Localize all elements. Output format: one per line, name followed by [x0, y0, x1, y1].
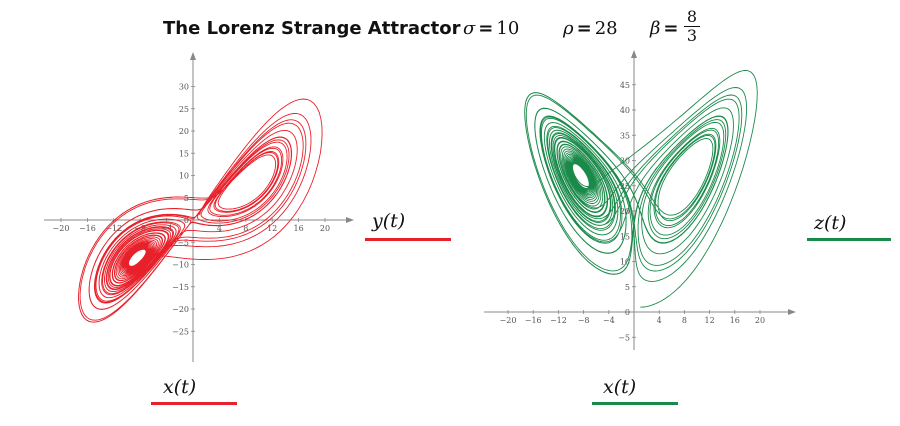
left-x-axis-title: x(t) — [163, 376, 197, 398]
title-bar: The Lorenz Strange Attractor σ = 10 ρ = 28 β… — [0, 8, 900, 54]
left-y-underline — [365, 238, 451, 241]
right-x-tick-label: 4 — [657, 316, 662, 325]
right-x-axis-arrow — [788, 309, 796, 315]
right-y-tick-label: 0 — [625, 308, 630, 317]
beta-denominator: 3 — [686, 26, 698, 45]
beta-fraction: 8 3 — [684, 8, 700, 45]
left-y-axis-title: y(t) — [372, 210, 406, 232]
right-x-tick-label: 16 — [730, 316, 740, 325]
left-x-tick-label: −20 — [53, 224, 70, 233]
beta-equals: = — [663, 18, 679, 39]
right-y-tick-label: 45 — [620, 81, 630, 90]
right-x-tick-label: −16 — [525, 316, 542, 325]
left-y-tick-label: 10 — [179, 172, 189, 181]
left-x-tick-label: −16 — [79, 224, 96, 233]
left-x-axis-arrow — [346, 217, 354, 223]
right-trace-line — [524, 70, 758, 308]
rho-value: 28 — [594, 18, 618, 39]
left-y-tick-label: −15 — [172, 283, 189, 292]
right-x-tick-label: −8 — [578, 316, 590, 325]
left-trace-line — [78, 98, 323, 323]
left-x-tick-label: 12 — [267, 224, 277, 233]
left-y-tick-label: 20 — [179, 127, 189, 136]
rho-param: ρ = 28 — [563, 18, 618, 39]
beta-param: β = — [650, 18, 682, 39]
right-y-tick-label: 25 — [620, 182, 630, 191]
left-x-tick-label: −4 — [161, 224, 173, 233]
rho-symbol: ρ — [563, 18, 574, 39]
right-y-tick-label: 35 — [620, 131, 630, 140]
sigma-symbol: σ — [463, 18, 476, 39]
right-x-axis-title: x(t) — [603, 376, 637, 398]
right-plot-xz: −20 −16 −12 −8 −4 4 8 12 16 20454035302520151050−… — [484, 50, 796, 350]
right-y-tick-label: 40 — [620, 106, 630, 115]
left-x-underline — [151, 402, 237, 405]
right-z-axis-title: z(t) — [814, 212, 847, 234]
left-x-tick-label: 16 — [294, 224, 304, 233]
rho-equals: = — [576, 18, 592, 39]
left-y-tick-label: −10 — [172, 261, 189, 270]
chart-title: The Lorenz Strange Attractor — [163, 18, 461, 39]
right-x-underline — [592, 402, 678, 405]
left-y-tick-label: 0 — [184, 216, 189, 225]
left-x-tick-label: 4 — [217, 224, 222, 233]
left-y-tick-label: −5 — [177, 238, 189, 247]
left-y-tick-label: 5 — [184, 194, 189, 203]
right-x-tick-label: 12 — [705, 316, 715, 325]
right-y-tick-label: 5 — [625, 283, 630, 292]
left-y-tick-label: 15 — [179, 149, 189, 158]
left-x-tick-label: 8 — [243, 224, 248, 233]
left-y-tick-label: −20 — [172, 305, 189, 314]
right-x-tick-label: 8 — [682, 316, 687, 325]
left-y-axis-arrow — [190, 52, 196, 60]
left-plot-xy: −20 −16 −12 −8 −4 4 8 12 16 20302520151050−5−10−1… — [44, 52, 354, 362]
right-y-tick-label: 20 — [620, 207, 630, 216]
left-x-tick-label: −12 — [105, 224, 122, 233]
left-x-tick-label: 20 — [320, 224, 330, 233]
beta-numerator: 8 — [684, 8, 700, 27]
right-y-tick-label: −5 — [618, 333, 630, 342]
sigma-equals: = — [478, 18, 494, 39]
left-y-tick-label: 30 — [179, 83, 189, 92]
right-y-tick-label: 10 — [620, 258, 630, 267]
right-x-tick-label: −20 — [500, 316, 517, 325]
beta-symbol: β — [650, 18, 661, 39]
right-x-tick-label: −12 — [550, 316, 567, 325]
right-x-tick-label: 20 — [755, 316, 765, 325]
right-x-tick-label: −4 — [603, 316, 615, 325]
left-y-tick-label: 25 — [179, 105, 189, 114]
left-y-tick-label: −25 — [172, 327, 189, 336]
right-z-underline — [807, 238, 891, 241]
right-y-axis-arrow — [631, 50, 637, 58]
sigma-value: 10 — [496, 18, 520, 39]
sigma-param: σ = 10 — [463, 18, 519, 39]
